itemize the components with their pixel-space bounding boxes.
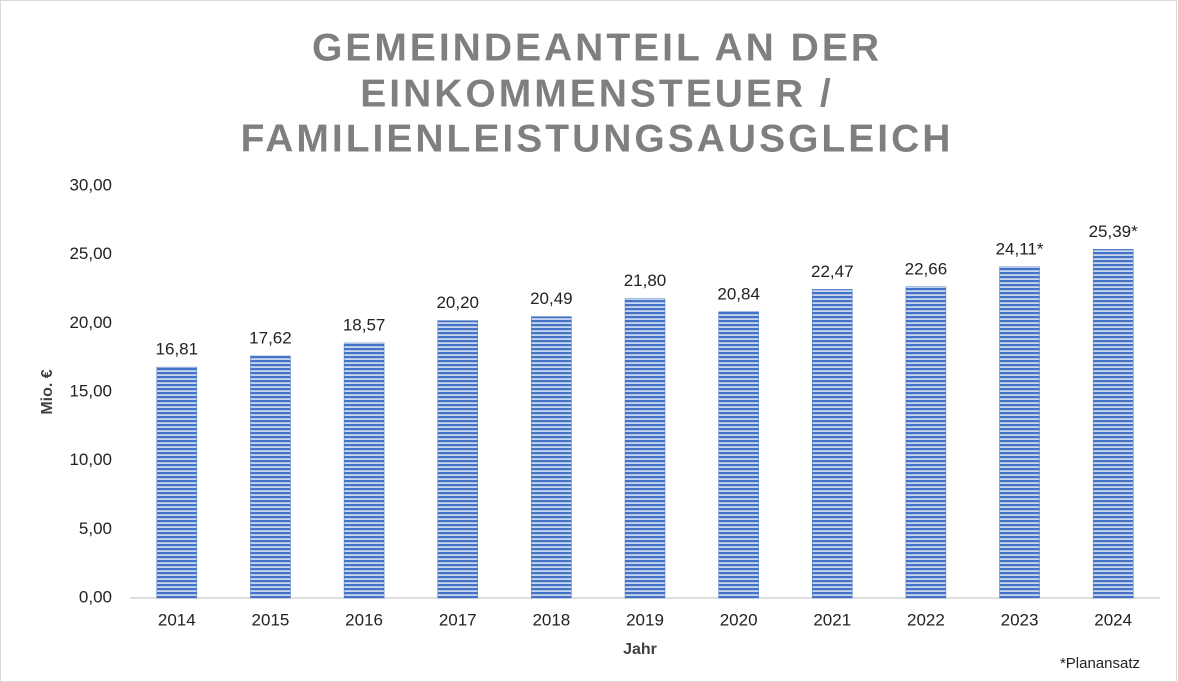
data-label: 18,57 [343, 315, 386, 334]
x-tick-label: 2024 [1094, 610, 1132, 629]
data-label: 24,11* [996, 239, 1044, 258]
data-label: 20,49 [530, 289, 573, 308]
y-axis-title: Mio. € [39, 369, 56, 414]
chart-title: FAMILIENLEISTUNGSAUSGLEICH [241, 117, 954, 160]
x-tick-label: 2015 [252, 610, 290, 629]
y-tick-label: 0,00 [79, 587, 112, 606]
bar [343, 342, 385, 599]
chart-title: EINKOMMENSTEUER / [360, 72, 834, 115]
data-label: 20,84 [717, 284, 760, 303]
bar [999, 266, 1040, 599]
y-tick-label: 15,00 [69, 381, 112, 400]
bar [437, 320, 478, 599]
bar [624, 298, 666, 599]
x-tick-label: 2018 [532, 610, 570, 629]
x-tick-label: 2023 [1001, 610, 1039, 629]
bar [1092, 249, 1134, 599]
bar [718, 311, 759, 599]
data-label: 21,80 [624, 271, 667, 290]
bar [812, 289, 853, 599]
chart-title: GEMEINDEANTEIL AN DER [312, 26, 882, 69]
y-tick-label: 20,00 [69, 313, 112, 332]
y-tick-label: 5,00 [79, 519, 112, 538]
bar [156, 366, 198, 599]
bar [250, 355, 291, 599]
data-label: 16,81 [156, 340, 199, 359]
x-tick-label: 2017 [439, 610, 477, 629]
bar [905, 286, 947, 599]
x-tick-label: 2021 [813, 610, 851, 629]
data-label: 25,39* [1089, 222, 1139, 241]
y-tick-label: 30,00 [69, 175, 112, 194]
data-label: 22,47 [811, 262, 854, 281]
y-tick-label: 25,00 [69, 244, 112, 263]
data-label: 17,62 [249, 329, 292, 348]
x-tick-label: 2022 [907, 610, 945, 629]
data-label: 22,66 [905, 259, 948, 278]
x-tick-label: 2014 [158, 610, 196, 629]
x-tick-label: 2016 [345, 610, 383, 629]
bar [531, 316, 572, 599]
data-label: 20,20 [436, 293, 479, 312]
x-tick-label: 2019 [626, 610, 664, 629]
y-tick-label: 10,00 [69, 450, 112, 469]
x-tick-label: 2020 [720, 610, 758, 629]
x-axis-title: Jahr [623, 641, 657, 658]
annotation: *Planansatz [1060, 655, 1140, 672]
